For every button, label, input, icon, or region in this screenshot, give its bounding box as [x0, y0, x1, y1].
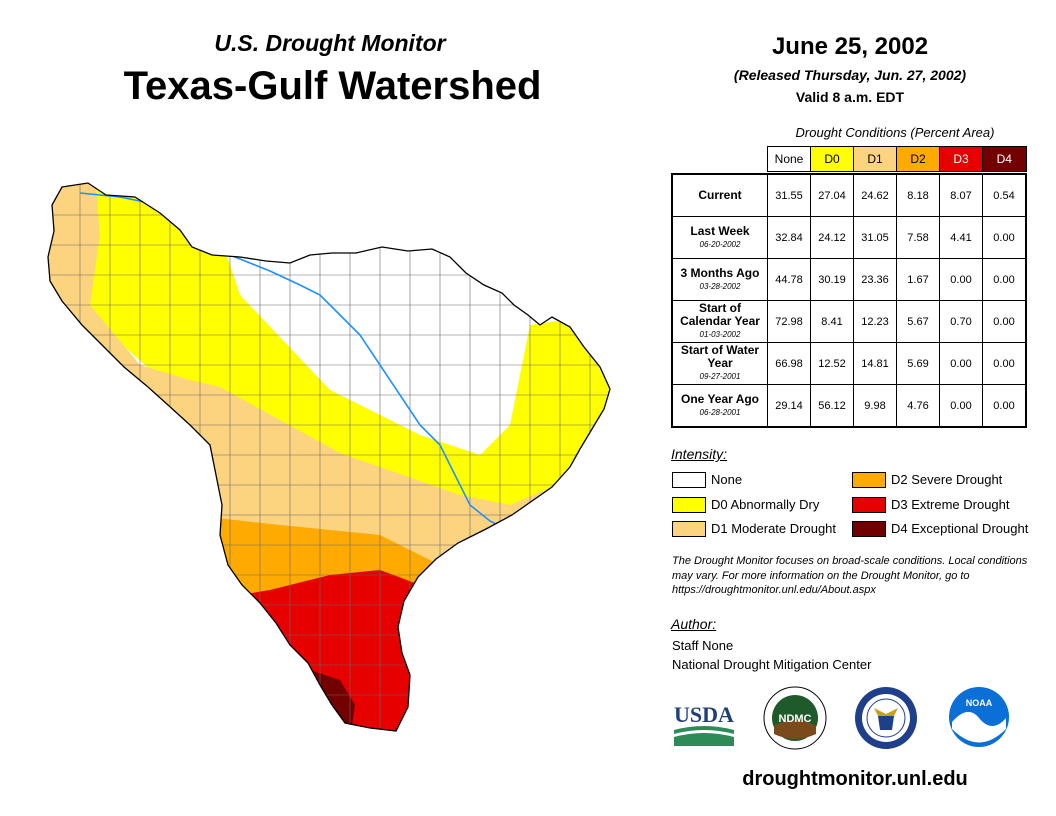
- row-label: One Year Ago 06-28-2001: [671, 384, 768, 428]
- cell-d3: 4.41: [939, 216, 983, 259]
- row-label: 3 Months Ago 03-28-2002: [671, 258, 768, 301]
- cell-d1: 31.05: [853, 216, 897, 259]
- table-caption: Drought Conditions (Percent Area): [795, 125, 995, 140]
- legend-swatch: [672, 521, 706, 537]
- col-d0: D0: [810, 146, 854, 172]
- map-title: Texas-Gulf Watershed: [123, 64, 542, 108]
- author-title: Author:: [671, 616, 717, 632]
- cell-d2: 4.76: [896, 384, 940, 428]
- row-label: Last Week 06-20-2002: [671, 216, 768, 259]
- cell-none: 31.55: [767, 173, 811, 217]
- table-row: One Year Ago 06-28-2001 29.14 56.12 9.98 …: [671, 384, 1027, 428]
- cell-d0: 8.41: [810, 300, 854, 343]
- cell-d2: 8.18: [896, 173, 940, 217]
- cell-d3: 0.70: [939, 300, 983, 343]
- region-d0: [48, 183, 610, 555]
- table-corner: [672, 147, 768, 172]
- col-d3: D3: [939, 146, 983, 172]
- legend-title: Intensity:: [671, 446, 728, 462]
- col-d1: D1: [853, 146, 897, 172]
- legend-label: D3 Extreme Drought: [891, 497, 1010, 512]
- noaa-logo[interactable]: NOAA: [948, 684, 1010, 750]
- valid-time: Valid 8 a.m. EDT: [795, 89, 905, 105]
- cell-d0: 24.12: [810, 216, 854, 259]
- cell-none: 29.14: [767, 384, 811, 428]
- cell-d4: 0.00: [982, 300, 1027, 343]
- cell-d1: 9.98: [853, 384, 897, 428]
- cell-d0: 30.19: [810, 258, 854, 301]
- cell-d2: 5.69: [896, 342, 940, 385]
- cell-none: 72.98: [767, 300, 811, 343]
- cell-d1: 24.62: [853, 173, 897, 217]
- map-date: June 25, 2002: [771, 33, 929, 60]
- cell-d1: 14.81: [853, 342, 897, 385]
- cell-d1: 23.36: [853, 258, 897, 301]
- cell-d2: 1.67: [896, 258, 940, 301]
- legend-swatch: [852, 521, 886, 537]
- watershed-boundary: [47, 182, 611, 732]
- cell-d3: 0.00: [939, 384, 983, 428]
- cell-d4: 0.00: [982, 342, 1027, 385]
- drought-map: [47, 182, 611, 732]
- row-label: Current: [671, 173, 768, 217]
- noaa-logo-text: NOAA: [966, 698, 993, 708]
- cell-none: 66.98: [767, 342, 811, 385]
- row-label: Start of Water Year 09-27-2001: [671, 342, 768, 385]
- table-row: Start of Calendar Year 01-03-2002 72.98 8…: [671, 300, 1027, 343]
- cell-d1: 12.23: [853, 300, 897, 343]
- table-row: 3 Months Ago 03-28-2002 44.78 30.19 23.36…: [671, 258, 1027, 301]
- monitor-title: U.S. Drought Monitor: [214, 30, 446, 56]
- cell-d3: 8.07: [939, 173, 983, 217]
- cell-d0: 12.52: [810, 342, 854, 385]
- usda-logo-text: USDA: [674, 702, 734, 727]
- row-label: Start of Calendar Year 01-03-2002: [671, 300, 768, 343]
- cell-d0: 56.12: [810, 384, 854, 428]
- cell-d3: 0.00: [939, 342, 983, 385]
- cell-d4: 0.54: [982, 173, 1027, 217]
- cell-d0: 27.04: [810, 173, 854, 217]
- col-none: None: [767, 146, 811, 172]
- legend-swatch: [852, 472, 886, 488]
- disclaimer-note: The Drought Monitor focuses on broad-sca…: [672, 555, 1028, 596]
- ndmc-logo[interactable]: NDMC: [763, 686, 827, 750]
- release-date: (Released Thursday, Jun. 27, 2002): [733, 67, 967, 83]
- legend-label: D1 Moderate Drought: [711, 521, 837, 536]
- cell-d4: 0.00: [982, 258, 1027, 301]
- cell-d2: 7.58: [896, 216, 940, 259]
- legend-swatch: [672, 472, 706, 488]
- legend-label: D4 Exceptional Drought: [891, 521, 1029, 536]
- col-d4: D4: [982, 146, 1027, 172]
- table-row: Current 31.55 27.04 24.62 8.18 8.07 0.54: [671, 173, 1027, 217]
- legend-swatch: [852, 497, 886, 513]
- author-org: National Drought Mitigation Center: [672, 657, 872, 672]
- legend-label: D0 Abnormally Dry: [711, 497, 820, 512]
- table-row: Start of Water Year 09-27-2001 66.98 12.5…: [671, 342, 1027, 385]
- cell-none: 32.84: [767, 216, 811, 259]
- site-url[interactable]: droughtmonitor.unl.edu: [742, 768, 968, 790]
- cell-d4: 0.00: [982, 216, 1027, 259]
- drought-regions: [48, 183, 610, 731]
- cell-d3: 0.00: [939, 258, 983, 301]
- author-name: Staff None: [672, 638, 734, 653]
- cell-d4: 0.00: [982, 384, 1027, 428]
- legend-label: D2 Severe Drought: [891, 472, 1003, 487]
- cell-none: 44.78: [767, 258, 811, 301]
- cell-d2: 5.67: [896, 300, 940, 343]
- col-d2: D2: [896, 146, 940, 172]
- commerce-seal-logo[interactable]: [854, 686, 918, 750]
- legend-swatch: [672, 497, 706, 513]
- usda-logo[interactable]: USDA: [672, 700, 736, 748]
- ndmc-logo-text: NDMC: [779, 713, 812, 725]
- legend-label: None: [711, 472, 743, 487]
- table-row: Last Week 06-20-2002 32.84 24.12 31.05 7.…: [671, 216, 1027, 259]
- drought-conditions-table: None D0 D1 D2 D3 D4 Current 31.55 27.04 …: [671, 146, 1027, 428]
